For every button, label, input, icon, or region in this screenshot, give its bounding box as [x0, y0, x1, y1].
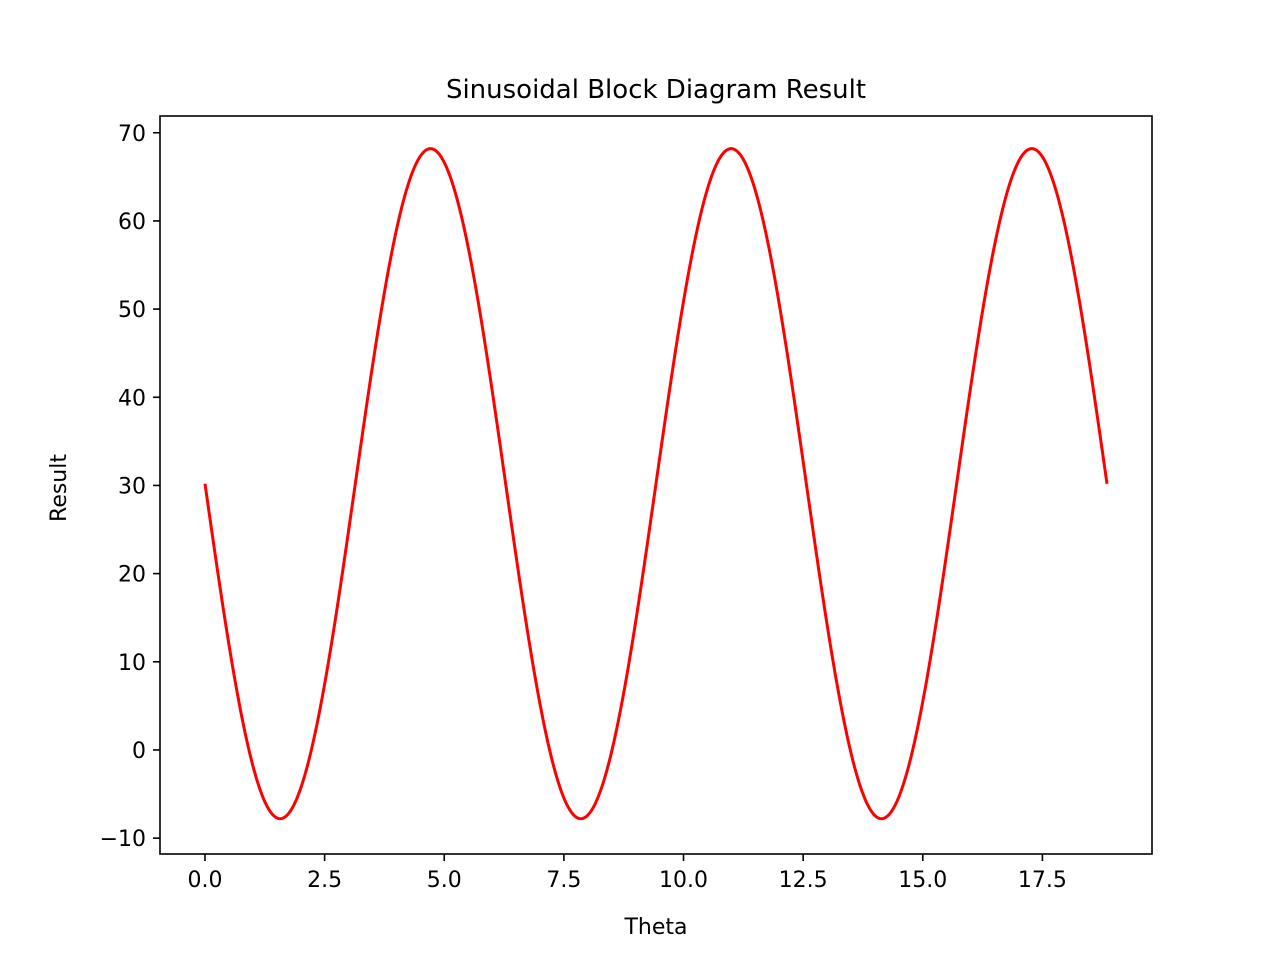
x-tick-label: 2.5 [307, 868, 342, 893]
y-tick-label: 50 [118, 298, 146, 323]
x-tick-label: 17.5 [1018, 868, 1067, 893]
y-tick-label: 70 [118, 122, 146, 147]
y-tick-label: −10 [100, 827, 146, 852]
x-tick-label: 7.5 [546, 868, 581, 893]
y-axis-label: Result [47, 454, 72, 522]
y-tick-label: 60 [118, 210, 146, 235]
y-tick-label: 0 [132, 739, 146, 764]
y-tick-label: 10 [118, 651, 146, 676]
y-tick-label: 40 [118, 386, 146, 411]
y-tick-label: 20 [118, 563, 146, 588]
y-tick-label: 30 [118, 474, 146, 499]
x-tick-label: 5.0 [427, 868, 462, 893]
x-tick-label: 0.0 [187, 868, 222, 893]
x-tick-label: 15.0 [898, 868, 947, 893]
chart-title: Sinusoidal Block Diagram Result [446, 75, 866, 105]
x-tick-label: 12.5 [779, 868, 828, 893]
x-axis-label: Theta [623, 915, 687, 940]
x-tick-label: 10.0 [659, 868, 708, 893]
